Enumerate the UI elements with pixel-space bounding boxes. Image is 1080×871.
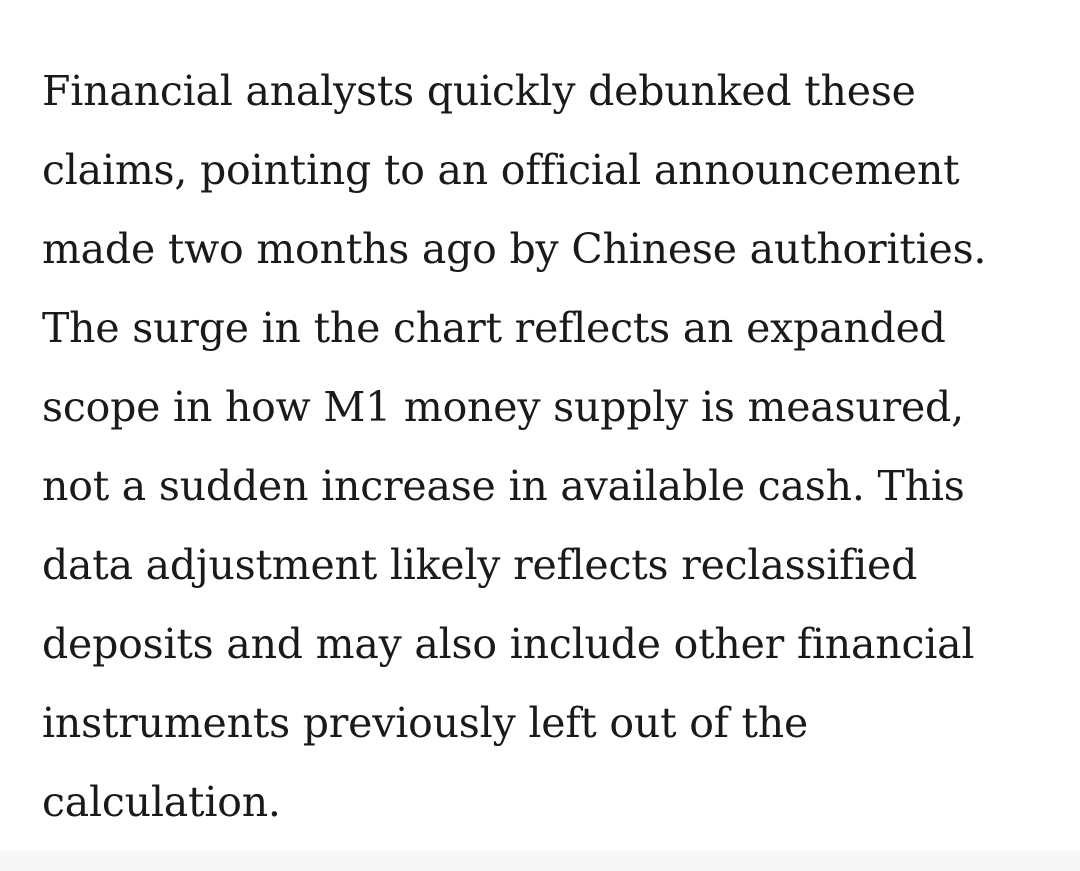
paragraph-line: not a sudden increase in available cash.… — [42, 462, 965, 510]
article-body: Financial analysts quickly debunked thes… — [42, 52, 1052, 842]
paragraph-line: The surge in the chart reflects an expan… — [42, 304, 946, 352]
paragraph-line: data adjustment likely reflects reclassi… — [42, 541, 918, 589]
paragraph-line: instruments previously left out of the — [42, 699, 809, 747]
paragraph-line: Financial analysts quickly debunked thes… — [42, 67, 916, 115]
paragraph-line: claims, pointing to an official announce… — [42, 146, 960, 194]
article-paragraph: Financial analysts quickly debunked thes… — [42, 52, 1052, 842]
paragraph-line: calculation. — [42, 778, 281, 826]
paragraph-line: made two months ago by Chinese authoriti… — [42, 225, 987, 273]
content-divider-strip — [0, 851, 1080, 871]
paragraph-line: deposits and may also include other fina… — [42, 620, 975, 668]
paragraph-line: scope in how M1 money supply is measured… — [42, 383, 964, 431]
